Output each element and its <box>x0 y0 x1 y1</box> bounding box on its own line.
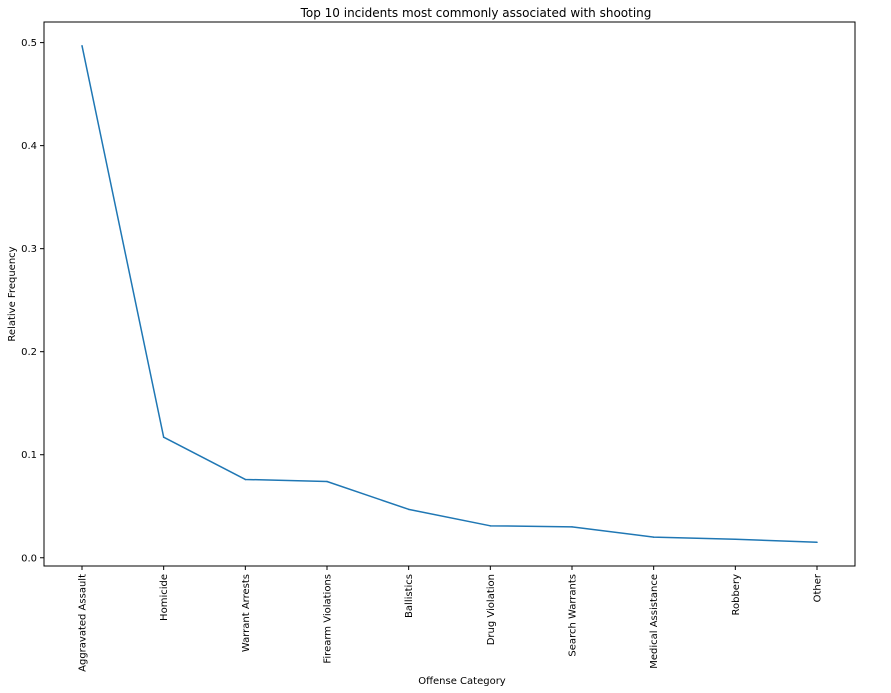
plot-area-frame <box>43 21 856 567</box>
y-axis-label: Relative Frequency <box>7 246 18 341</box>
chart-title: Top 10 incidents most commonly associate… <box>300 6 652 20</box>
data-point <box>571 526 573 528</box>
y-tick-label: 0.1 <box>21 450 37 461</box>
data-points <box>81 44 818 544</box>
y-tick-label: 0.5 <box>21 38 37 49</box>
y-tick-label: 0.2 <box>21 347 37 358</box>
series-line <box>81 45 818 544</box>
x-tick-label: Search Warrants <box>568 574 579 657</box>
x-tick-label: Firearm Violations <box>323 574 334 664</box>
y-tick-label: 0.4 <box>21 141 37 152</box>
x-tick-label: Warrant Arrests <box>241 574 252 652</box>
y-axis-ticks: 0.0 0.1 0.2 0.3 0.4 0.5 <box>21 38 44 564</box>
data-point <box>816 541 818 544</box>
x-tick-label: Aggravated Assault <box>78 574 89 672</box>
data-point <box>162 436 165 438</box>
x-tick-label: Robbery <box>731 574 742 616</box>
data-point <box>244 478 247 481</box>
data-point <box>734 538 737 540</box>
data-point <box>407 508 410 511</box>
y-tick-label: 0.0 <box>21 553 37 564</box>
x-tick-label: Medical Assistance <box>649 574 660 669</box>
y-tick-label: 0.3 <box>21 244 37 255</box>
x-tick-label: Ballistics <box>404 574 415 618</box>
x-tick-label: Other <box>813 573 824 602</box>
data-point <box>489 525 492 527</box>
x-tick-label: Homicide <box>159 574 170 621</box>
data-point <box>652 536 655 538</box>
data-point <box>81 44 83 47</box>
x-axis-label: Offense Category <box>418 676 506 687</box>
x-tick-label: Drug Violation <box>486 574 497 645</box>
data-point <box>326 480 328 483</box>
x-axis-ticks: Aggravated Assault Homicide Warrant Arrest… <box>78 566 824 672</box>
